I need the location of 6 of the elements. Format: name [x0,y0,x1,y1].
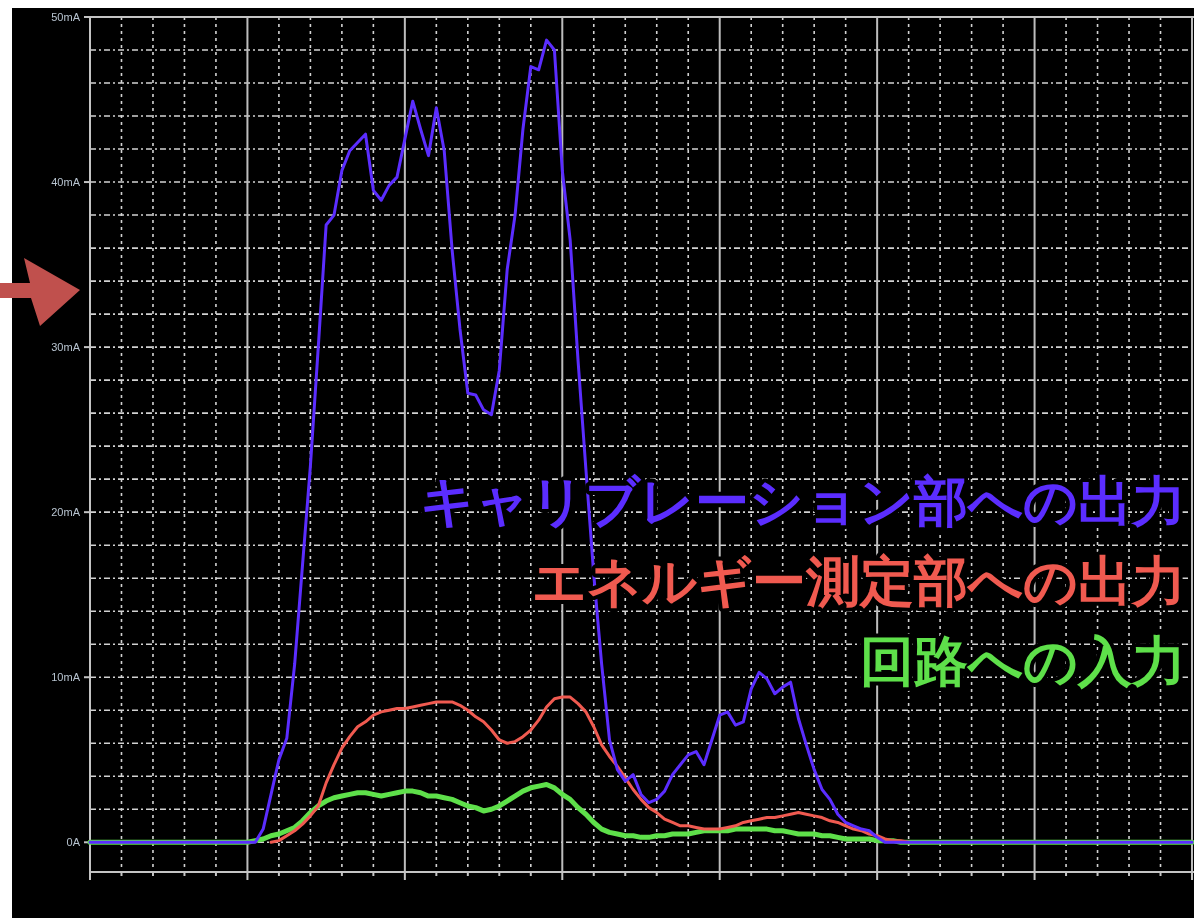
y-tick-label: 30mA [51,341,81,354]
y-tick-label: 50mA [51,11,81,23]
y-tick-label: 40mA [51,176,81,189]
y-tick-label: 20mA [51,506,81,519]
y-tick-label: 10mA [51,671,81,684]
y-tick-label: 0A [66,836,81,849]
